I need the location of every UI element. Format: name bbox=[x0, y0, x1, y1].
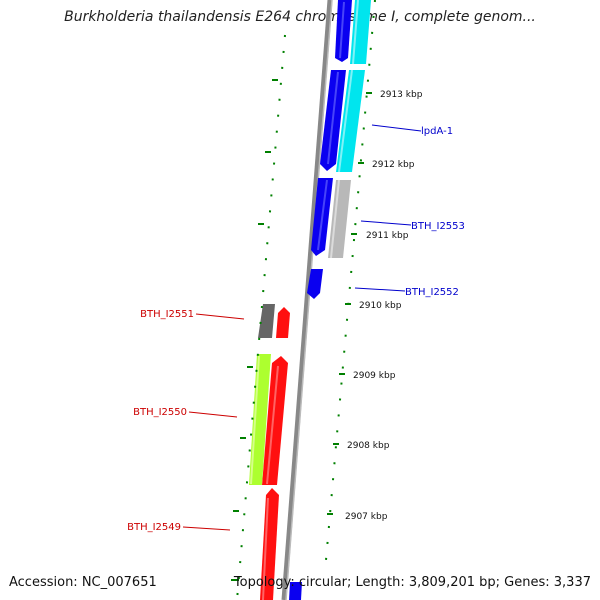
tick-label: 2910 kbp bbox=[359, 301, 402, 311]
reverse-cds-arrow[interactable] bbox=[262, 356, 288, 485]
gene-label[interactable]: BTH_I2550 bbox=[133, 407, 187, 418]
reverse-cog-track bbox=[249, 304, 275, 485]
ruler-ticks bbox=[327, 92, 372, 515]
tick-label: 2907 kbp bbox=[345, 512, 388, 522]
gene-label[interactable]: BTH_I2553 bbox=[411, 221, 465, 232]
forward-cds-arrow[interactable] bbox=[307, 269, 323, 299]
tick-label: 2909 kbp bbox=[353, 371, 396, 381]
reverse-cds-arrow[interactable] bbox=[276, 307, 290, 338]
tick-label: 2913 kbp bbox=[380, 90, 423, 100]
accession-text: Accession: NC_007651 bbox=[9, 575, 157, 590]
tick-label: 2908 kbp bbox=[347, 441, 390, 451]
reverse-cds-track bbox=[260, 307, 290, 600]
backbone-line bbox=[281, 0, 333, 600]
gene-label[interactable]: BTH_I2551 bbox=[140, 309, 194, 320]
map-title: Burkholderia thailandensis E264 chromoso… bbox=[64, 9, 536, 25]
gene-label[interactable]: BTH_I2552 bbox=[405, 287, 459, 298]
gene-label[interactable]: lpdA-1 bbox=[421, 126, 453, 137]
backbone-shadow bbox=[285, 0, 333, 600]
tick-label: 2911 kbp bbox=[366, 231, 409, 241]
gc-skew-bars bbox=[231, 79, 278, 581]
forward-cds-track bbox=[289, 0, 352, 600]
topology-summary: Topology: circular; Length: 3,809,201 bp… bbox=[233, 575, 591, 590]
forward-cds-arrow[interactable] bbox=[289, 582, 302, 600]
tick-label: 2912 kbp bbox=[372, 160, 415, 170]
gene-label[interactable]: BTH_I2549 bbox=[127, 522, 181, 533]
forward-cog-track bbox=[328, 0, 371, 259]
forward-cds-arrow[interactable] bbox=[335, 0, 352, 62]
cog-block[interactable] bbox=[249, 354, 271, 485]
cog-block[interactable] bbox=[258, 304, 275, 338]
